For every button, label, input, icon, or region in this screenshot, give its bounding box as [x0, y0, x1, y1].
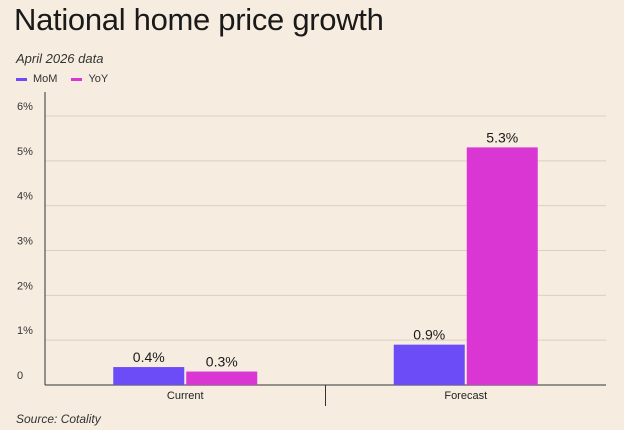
chart-subtitle: April 2026 data — [16, 51, 104, 66]
source-note: Source: Cotality — [16, 412, 101, 426]
y-tick-label: 2% — [17, 280, 33, 292]
data-label: 0.4% — [133, 349, 165, 365]
y-tick-label: 5% — [17, 146, 33, 158]
bar-yoy-forecast — [466, 147, 538, 385]
data-label: 5.3% — [486, 129, 518, 145]
legend-swatch-yoy — [71, 77, 83, 81]
bar-yoy-current — [186, 371, 258, 385]
data-label: 0.3% — [206, 354, 238, 370]
bar-mom-current — [113, 367, 185, 385]
chart-title: National home price growth — [14, 2, 384, 37]
data-label: 0.9% — [413, 327, 445, 343]
legend-item-mom: MoM — [16, 73, 57, 85]
bar-mom-forecast — [393, 344, 465, 385]
legend-label-mom: MoM — [33, 73, 58, 85]
y-tick-label: 3% — [17, 236, 33, 248]
y-tick-label: 0 — [17, 370, 23, 382]
y-tick-label: 4% — [17, 191, 33, 203]
x-tick-label: Forecast — [444, 390, 487, 402]
legend-label-yoy: YoY — [88, 73, 109, 85]
x-tick-label: Current — [167, 390, 204, 402]
legend-item-yoy: YoY — [71, 73, 108, 85]
legend-swatch-mom — [16, 77, 27, 81]
y-tick-label: 1% — [17, 325, 33, 337]
y-tick-label: 6% — [17, 101, 33, 113]
chart-legend: MoM YoY — [16, 73, 108, 85]
